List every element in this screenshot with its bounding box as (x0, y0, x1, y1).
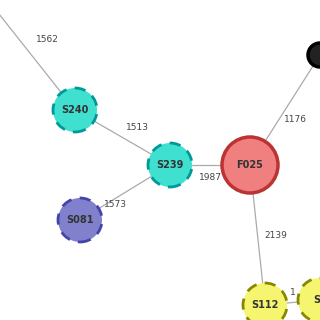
Text: S240: S240 (61, 105, 89, 115)
Circle shape (243, 283, 287, 320)
Text: 1176: 1176 (284, 116, 307, 124)
Text: 2139: 2139 (264, 230, 287, 239)
Circle shape (308, 43, 320, 67)
Circle shape (298, 278, 320, 320)
Text: F025: F025 (236, 160, 263, 170)
Text: 1562: 1562 (36, 36, 59, 44)
Text: 1573: 1573 (103, 200, 126, 209)
Text: S081: S081 (66, 215, 94, 225)
Circle shape (58, 198, 102, 242)
Circle shape (53, 88, 97, 132)
Text: 1513: 1513 (126, 123, 149, 132)
Text: S1: S1 (313, 295, 320, 305)
Text: 1: 1 (290, 288, 295, 297)
Text: S112: S112 (251, 300, 279, 310)
Circle shape (148, 143, 192, 187)
Text: 1987: 1987 (198, 172, 221, 181)
Circle shape (222, 137, 278, 193)
Text: S239: S239 (156, 160, 184, 170)
